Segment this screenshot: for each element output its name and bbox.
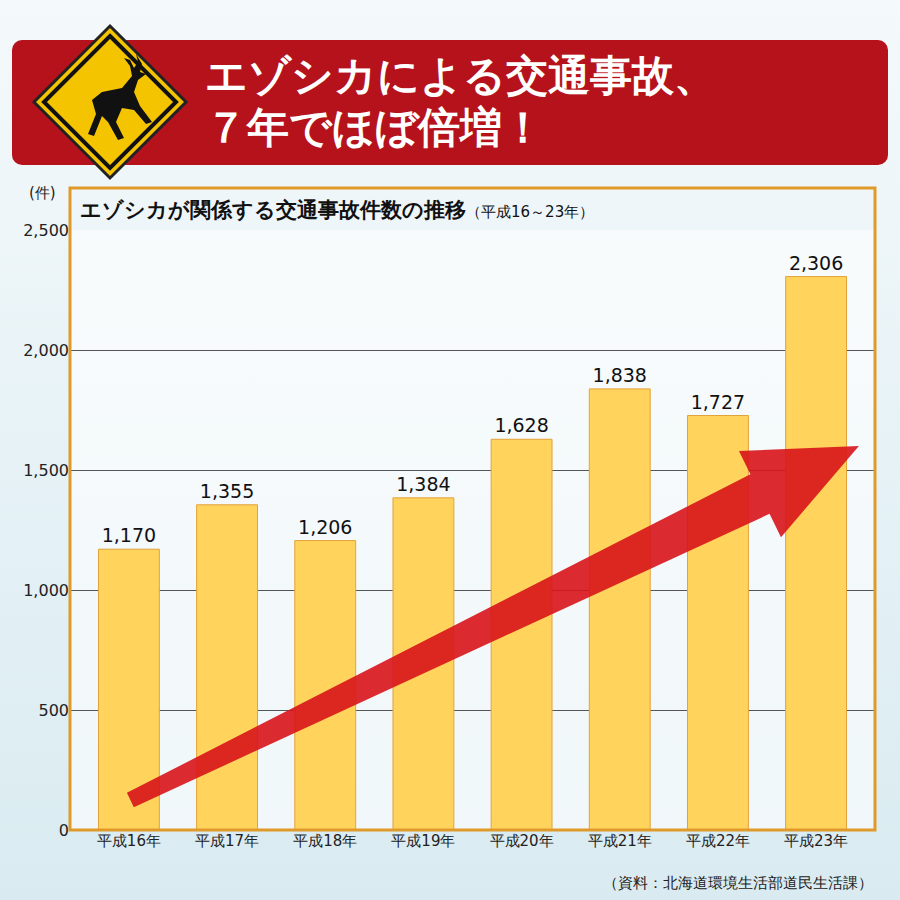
svg-text:1,727: 1,727 bbox=[691, 391, 745, 413]
svg-text:1,206: 1,206 bbox=[298, 516, 352, 538]
svg-text:500: 500 bbox=[38, 701, 69, 720]
svg-text:平成21年: 平成21年 bbox=[588, 832, 652, 850]
svg-text:1,355: 1,355 bbox=[200, 480, 254, 502]
svg-text:2,000: 2,000 bbox=[23, 341, 69, 360]
svg-text:（資料：北海道環境生活部道民生活課）: （資料：北海道環境生活部道民生活課） bbox=[603, 874, 873, 892]
svg-text:平成22年: 平成22年 bbox=[686, 832, 750, 850]
svg-text:平成16年: 平成16年 bbox=[97, 832, 161, 850]
svg-text:1,500: 1,500 bbox=[23, 461, 69, 480]
svg-text:1,628: 1,628 bbox=[494, 414, 548, 436]
svg-text:0: 0 bbox=[59, 821, 69, 840]
svg-text:1,838: 1,838 bbox=[593, 364, 647, 386]
svg-text:エゾシカが関係する交通事故件数の推移（平成16～23年）: エゾシカが関係する交通事故件数の推移（平成16～23年） bbox=[80, 198, 594, 222]
svg-text:2,306: 2,306 bbox=[789, 252, 843, 274]
html-text:エゾシカによる交通事故、７年でほぼ倍増！: エゾシカによる交通事故、７年でほぼ倍増！ bbox=[205, 51, 716, 152]
svg-text:1,000: 1,000 bbox=[23, 581, 69, 600]
svg-text:平成19年: 平成19年 bbox=[391, 832, 455, 850]
svg-text:2,500: 2,500 bbox=[23, 221, 69, 240]
svg-text:平成20年: 平成20年 bbox=[490, 832, 554, 850]
svg-text:(件): (件) bbox=[29, 184, 56, 202]
svg-text:平成18年: 平成18年 bbox=[293, 832, 357, 850]
svg-text:平成23年: 平成23年 bbox=[784, 832, 848, 850]
svg-text:1,384: 1,384 bbox=[396, 473, 450, 495]
svg-text:1,170: 1,170 bbox=[102, 524, 156, 546]
svg-text:平成17年: 平成17年 bbox=[195, 832, 259, 850]
